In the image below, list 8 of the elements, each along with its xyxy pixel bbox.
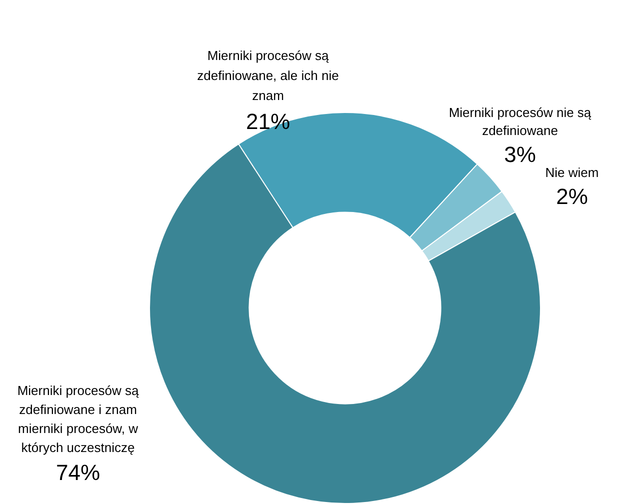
data-label: 3% — [504, 142, 536, 168]
data-label: 74% — [56, 460, 100, 486]
slice-label: Mierniki procesów nie są zdefiniowane — [448, 105, 592, 138]
slice-label: Mierniki procesów są zdefiniowane i znam mierniki procesów, w których uczestniczę — [17, 383, 140, 456]
data-label: 2% — [556, 184, 588, 210]
slice-label: Nie wiem — [545, 165, 599, 180]
slice-label: Mierniki procesów są zdefiniowane, ale ich nie znam — [197, 48, 339, 104]
data-label: 21% — [246, 109, 290, 134]
